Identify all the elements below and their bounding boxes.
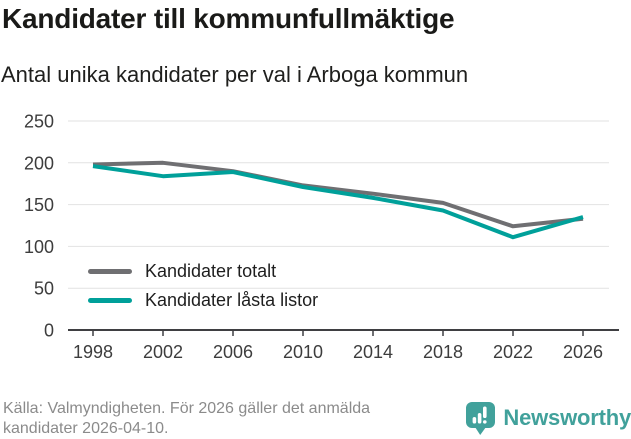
chart-area: 0 50 100 150 200 250 1998 2002 2006 2010 2014 2018 2…: [0, 105, 631, 375]
legend-swatch-totalt: [88, 268, 132, 274]
legend-item-lasta-listor: Kandidater låsta listor: [88, 290, 318, 310]
legend-label-lasta-listor: Kandidater låsta listor: [145, 289, 319, 310]
newsworthy-logo: Newsworthy: [465, 399, 631, 437]
chart-legend: Kandidater totalt Kandidater låsta listo…: [88, 261, 318, 310]
x-tick-2018: 2018: [423, 342, 463, 362]
newsworthy-chart-bubble-icon: [465, 401, 496, 436]
page-title: Kandidater till kommunfullmäktige: [2, 3, 455, 34]
x-tick-1998: 1998: [73, 342, 113, 362]
y-tick-150: 150: [24, 195, 54, 215]
y-tick-250: 250: [24, 112, 54, 132]
legend-label-totalt: Kandidater totalt: [145, 260, 277, 281]
y-tick-100: 100: [24, 237, 54, 257]
series-line-0: [92, 160, 584, 229]
y-tick-0: 0: [44, 321, 54, 341]
page-subtitle: Antal unika kandidater per val i Arboga …: [1, 62, 469, 87]
x-tick-2022: 2022: [493, 342, 533, 362]
y-tick-50: 50: [34, 279, 54, 299]
source-note: Källa: Valmyndigheten. För 2026 gäller d…: [3, 400, 371, 437]
legend-swatch-lasta-listor: [88, 297, 132, 303]
x-tick-2006: 2006: [213, 342, 253, 362]
y-tick-200: 200: [24, 153, 54, 173]
x-tick-2002: 2002: [143, 342, 183, 362]
x-tick-2014: 2014: [353, 342, 393, 362]
line-chart: 0 50 100 150 200 250 1998 2002 2006 2010 2014 2018 2…: [24, 112, 619, 362]
series-line-1: [92, 164, 584, 240]
x-tick-2010: 2010: [283, 342, 323, 362]
x-tick-2026: 2026: [563, 342, 603, 362]
legend-item-totalt: Kandidater totalt: [88, 261, 318, 281]
newsworthy-wordmark: Newsworthy: [503, 405, 631, 430]
